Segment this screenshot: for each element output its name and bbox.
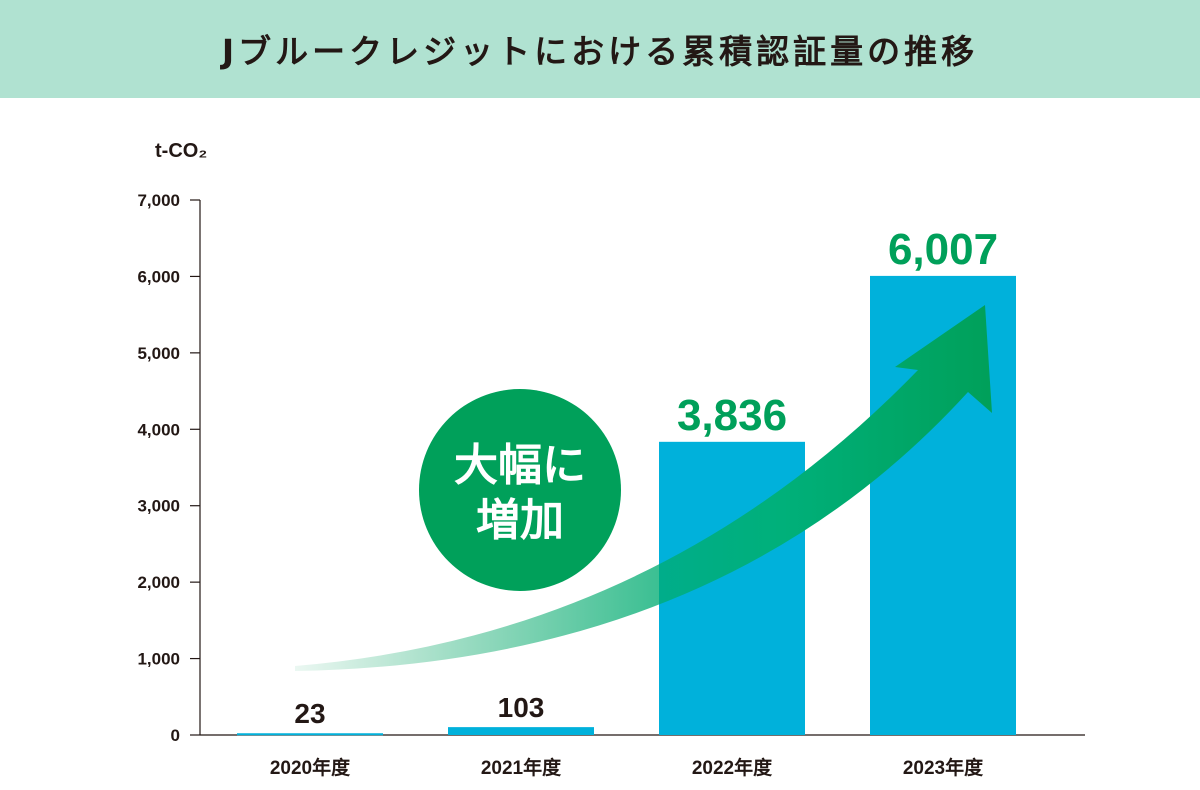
value-label: 3,836 <box>677 391 787 440</box>
growth-arrow <box>295 305 992 671</box>
badge-circle <box>419 389 621 591</box>
badge-line-2: 増加 <box>476 495 564 546</box>
y-tick-label: 1,000 <box>137 650 180 669</box>
x-category-label: 2023年度 <box>903 756 984 779</box>
y-tick-label: 7,000 <box>137 191 180 210</box>
chart-title: Jブルークレジットにおける累積認証量の推移 <box>221 32 979 71</box>
x-category-label: 2021年度 <box>481 756 562 779</box>
increase-badge: 大幅に 増加 <box>419 389 621 591</box>
y-tick-label: 2,000 <box>137 573 180 592</box>
bar-2020年度 <box>237 733 383 736</box>
y-tick-label: 4,000 <box>137 420 180 439</box>
value-label: 103 <box>498 692 545 723</box>
title-band: Jブルークレジットにおける累積認証量の推移 <box>0 0 1200 98</box>
y-tick-label: 6,000 <box>137 267 180 286</box>
y-tick-label: 3,000 <box>137 497 180 516</box>
badge-line-1: 大幅に <box>454 440 586 491</box>
y-tick-label: 0 <box>171 726 180 745</box>
y-tick-label: 5,000 <box>137 344 180 363</box>
value-label: 6,007 <box>888 225 998 274</box>
value-label: 23 <box>294 698 325 729</box>
bar-2021年度 <box>448 727 594 735</box>
y-axis-unit: t-CO₂ <box>155 140 207 162</box>
x-category-label: 2020年度 <box>270 756 351 779</box>
x-category-label: 2022年度 <box>692 756 773 779</box>
